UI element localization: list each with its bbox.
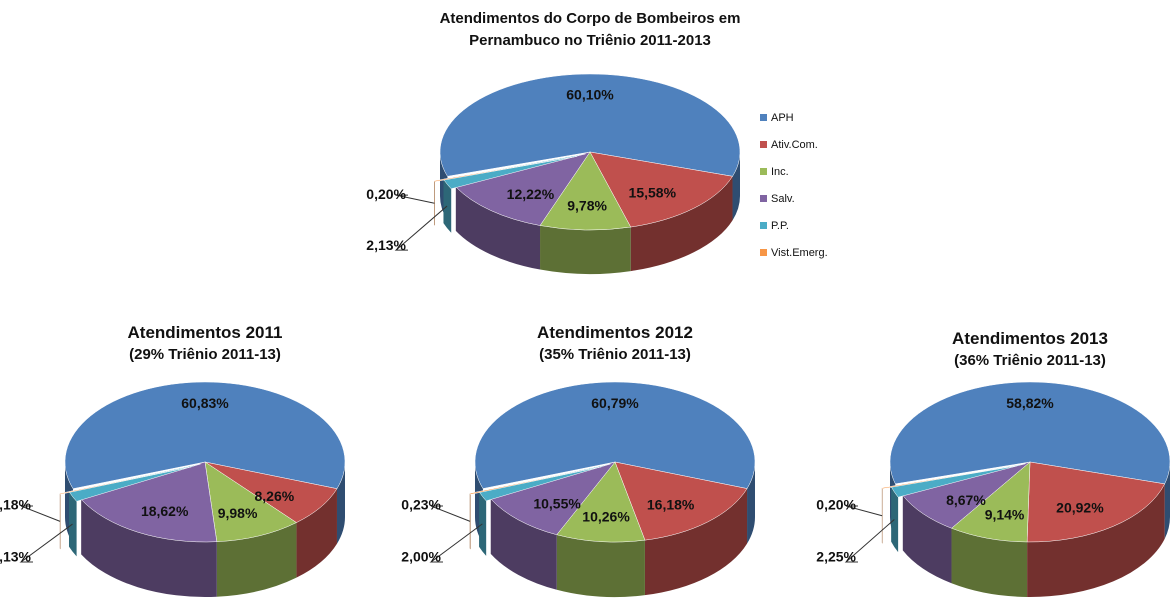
legend-swatch — [760, 168, 767, 175]
pie-slice — [64, 381, 346, 489]
leader-line — [844, 519, 895, 563]
data-label: 0,20% — [366, 186, 406, 202]
leader-line — [430, 505, 471, 522]
chart-subtitle: (36% Triênio 2011-13) — [954, 352, 1106, 369]
pie-slice — [439, 73, 741, 177]
leader-line — [20, 505, 61, 522]
pie-slice — [474, 381, 756, 489]
pie-side — [891, 486, 899, 553]
data-label: 9,98% — [218, 505, 258, 521]
chart-subtitle: (35% Triênio 2011-13) — [539, 346, 691, 363]
data-label: 2,13% — [366, 237, 406, 253]
leader-line — [395, 194, 435, 204]
chart-title: Atendimentos 2012 — [537, 323, 693, 342]
data-label: 60,79% — [591, 395, 639, 411]
pie-side — [443, 179, 452, 233]
data-label: 2,25% — [816, 549, 856, 565]
data-label: 0,23% — [401, 497, 441, 513]
pie-side — [540, 225, 631, 274]
legend-label: P.P. — [771, 220, 789, 232]
pie-side — [455, 186, 541, 270]
chart-title: Atendimentos 2011 — [127, 323, 283, 342]
chart-subtitle: (29% Triênio 2011-13) — [129, 346, 281, 363]
pie-side — [644, 488, 748, 596]
data-label: 8,67% — [946, 492, 986, 508]
data-label: 9,14% — [985, 506, 1025, 522]
pie-slice — [614, 461, 748, 541]
pie-side — [81, 499, 217, 597]
pie-side — [951, 528, 1028, 597]
legend-label: Inc. — [771, 166, 789, 178]
legend-swatch — [760, 114, 767, 121]
data-label: 9,78% — [567, 197, 607, 213]
pie-slice — [889, 381, 1171, 485]
data-label: 60,83% — [181, 395, 229, 411]
pie-slice — [1026, 461, 1166, 543]
data-label: 12,22% — [507, 186, 555, 202]
data-label: 8,26% — [254, 488, 294, 504]
pie-slice — [539, 151, 632, 231]
pie-side — [469, 493, 471, 550]
pie-side — [732, 152, 740, 221]
data-label: 15,58% — [629, 184, 677, 200]
pie-side — [59, 493, 61, 550]
data-label: 2,13% — [0, 549, 32, 565]
pie-side — [747, 462, 755, 544]
legend-swatch — [760, 249, 767, 256]
pie-side — [1027, 483, 1165, 597]
data-label: 0,20% — [816, 497, 856, 513]
pie-slice — [59, 466, 192, 495]
data-label: 10,26% — [582, 508, 630, 524]
pie-slice — [556, 461, 646, 543]
pie-side — [556, 534, 645, 597]
data-label: 16,18% — [647, 497, 695, 513]
pie-side — [216, 522, 297, 597]
data-label: 2,00% — [401, 549, 441, 565]
leader-line — [429, 523, 483, 563]
legend-swatch — [760, 141, 767, 148]
pie-side — [630, 176, 733, 272]
leader-line — [394, 205, 448, 251]
pie-slice — [490, 461, 616, 536]
chart-title: Atendimentos 2013 — [952, 329, 1108, 348]
legend-label: Ativ.Com. — [771, 139, 818, 151]
pie-side — [336, 462, 345, 544]
legend-label: Salv. — [771, 193, 795, 205]
legend-swatch — [760, 195, 767, 202]
pie-side — [479, 491, 487, 556]
legend-label: APH — [771, 112, 794, 124]
pie-slice — [80, 461, 218, 543]
pie-side — [296, 488, 337, 578]
data-label: 58,82% — [1006, 395, 1054, 411]
leader-line — [845, 505, 883, 517]
legend-swatch — [760, 222, 767, 229]
data-label: 18,62% — [141, 503, 189, 519]
legend-label: Vist.Emerg. — [771, 247, 828, 259]
pie-side — [490, 498, 557, 590]
chart-title: Atendimentos do Corpo de Bombeiros em Pe… — [439, 10, 741, 49]
pie-side — [68, 491, 77, 557]
pie-slice — [204, 461, 297, 542]
data-label: 20,92% — [1056, 499, 1104, 515]
pie-slice — [589, 151, 733, 228]
pie-slice — [469, 466, 602, 495]
pie-slice — [455, 151, 591, 226]
data-label: 0,18% — [0, 497, 32, 513]
pie-side — [902, 495, 952, 584]
data-label: 10,55% — [533, 495, 581, 511]
data-label: 60,10% — [566, 87, 614, 103]
pie-slice — [951, 461, 1031, 543]
pie-slice — [881, 465, 1017, 490]
pie-side — [434, 180, 435, 226]
pie-slice — [433, 156, 577, 182]
leader-line — [19, 523, 73, 563]
